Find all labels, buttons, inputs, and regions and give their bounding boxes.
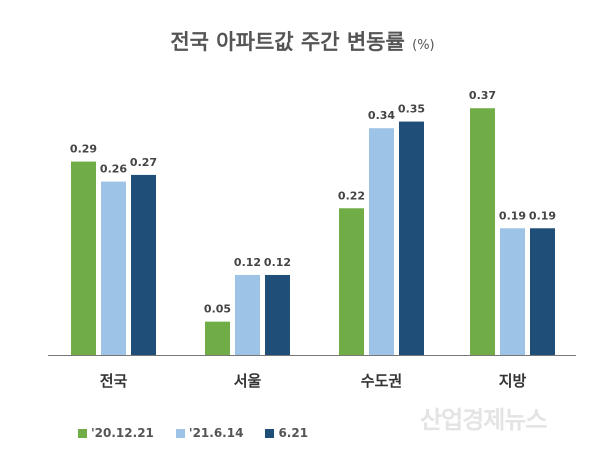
data-label: 0.05 — [204, 303, 231, 316]
category-label: 수도권 — [361, 372, 402, 390]
data-label: 0.34 — [368, 109, 395, 122]
bar — [399, 121, 424, 355]
data-label: 0.12 — [234, 256, 261, 269]
legend-item: 6.21 — [265, 426, 308, 440]
data-label: 0.12 — [264, 256, 291, 269]
legend: '20.12.21 '21.6.14 6.21 — [78, 426, 308, 440]
unit-label: (%) — [412, 38, 435, 53]
bar — [205, 321, 230, 355]
category-label: 서울 — [234, 372, 262, 390]
data-label: 0.37 — [469, 89, 496, 102]
legend-swatch — [175, 428, 185, 438]
legend-item: '20.12.21 — [78, 426, 154, 440]
bar — [500, 228, 525, 355]
category-label: 전국 — [100, 372, 128, 390]
watermark: 산업경제뉴스 — [420, 406, 547, 434]
category-label: 지방 — [499, 372, 527, 390]
data-label: 0.26 — [100, 163, 127, 176]
data-label: 0.27 — [130, 156, 157, 169]
data-label: 0.19 — [529, 209, 556, 222]
data-label: 0.22 — [338, 189, 365, 202]
legend-label: '20.12.21 — [91, 426, 154, 440]
legend-swatch — [265, 428, 275, 438]
bar — [530, 228, 555, 355]
legend-label: 6.21 — [278, 426, 309, 440]
legend-swatch — [78, 428, 87, 438]
bar — [470, 108, 495, 356]
bar — [71, 161, 96, 355]
bar — [369, 128, 394, 355]
data-label: 0.29 — [70, 143, 97, 156]
chart-title: 전국 아파트값 주간 변동률 (%) — [0, 26, 605, 56]
legend-label: '21.6.14 — [188, 426, 244, 440]
data-label: 0.19 — [499, 209, 526, 222]
title-text: 전국 아파트값 주간 변동률 — [170, 30, 405, 54]
bar — [265, 274, 290, 355]
bar — [235, 274, 260, 355]
bar — [131, 174, 156, 355]
data-label: 0.35 — [398, 103, 425, 116]
bar — [101, 181, 126, 355]
legend-item: '21.6.14 — [175, 426, 244, 440]
bar — [339, 208, 364, 355]
